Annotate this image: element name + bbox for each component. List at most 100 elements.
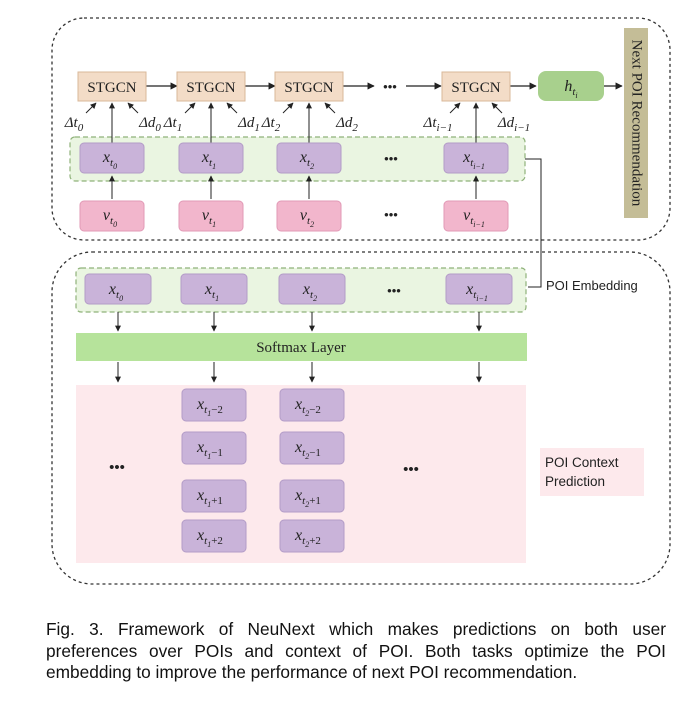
poi-input-label-2: vt2 — [300, 207, 314, 229]
context-box-1-3 — [279, 519, 345, 553]
bottom-embedding-label-0: xt0 — [108, 281, 123, 303]
top-embedding-box-2 — [276, 142, 342, 174]
top-embedding-label-2-base: x — [299, 149, 307, 166]
context-left-ellipsis: ••• — [109, 459, 125, 476]
context-label-1-0-base: x — [294, 396, 302, 413]
context-label-1-3-base: x — [294, 527, 302, 544]
poi-input-box-0 — [79, 200, 145, 232]
dist-label-2-sub: 2 — [352, 122, 358, 134]
bottom-embedding-node-2: xt2 — [278, 273, 346, 383]
dist-label-2-base: Δd — [335, 115, 353, 131]
stgcn-box-2 — [274, 71, 344, 102]
poi-input-label-0-base: v — [103, 207, 111, 224]
poi-input-label-0-sub: t — [110, 215, 114, 227]
bottom-embedding-node-3: xti−1 — [445, 273, 513, 383]
poi-input-node-0: vt0 — [79, 200, 145, 232]
dist-label-3-base: Δd — [497, 115, 515, 131]
top-embedding-label-3-sub: t — [470, 157, 474, 169]
bottom-embedding-label-3-sub: t — [473, 289, 477, 301]
context-box-1-1 — [279, 431, 345, 465]
bottom-embedding-label-1-base: x — [204, 281, 212, 298]
top-embedding-label-0: xt0 — [102, 149, 117, 171]
stgcn-label-0: STGCN — [87, 80, 136, 96]
softmax-layer — [76, 333, 527, 361]
bottom-embedding-label-2: xt2 — [302, 281, 317, 303]
stgcn-box-3 — [441, 71, 511, 102]
bottom-embedding-label-2-base: x — [302, 281, 310, 298]
bottom-embedding-label-3-subsub: i−1 — [476, 294, 488, 303]
bottom-embedding-label-1-subsub: 1 — [215, 294, 219, 303]
context-label-0-2-base: x — [196, 487, 204, 504]
top-embedding-box-1 — [178, 142, 244, 174]
context-label-1-2-base: x — [294, 487, 302, 504]
time-label-0-sub: 0 — [78, 122, 84, 134]
dist-label-1: Δd1 — [237, 115, 260, 134]
poi-input-label-1: vt1 — [202, 207, 216, 229]
context-label-0-3-base: x — [196, 527, 204, 544]
bottom-embedding-label-1: xt1 — [204, 281, 219, 303]
context-label-1-3-sub: t — [302, 535, 306, 547]
time-label-2: Δt2 — [261, 115, 281, 134]
dist-arrow-0 — [127, 102, 139, 114]
context-prediction-label-line-1: POI Context — [545, 455, 619, 470]
top-embedding-node-2: xt2 — [276, 142, 342, 199]
context-node-1-1: xt2−1 — [279, 431, 345, 465]
top-embedding-label-3-base: x — [462, 149, 470, 166]
context-prediction-label-line-2: Prediction — [545, 474, 605, 489]
bottom-embedding-box-0 — [84, 273, 152, 305]
context-right-ellipsis: ••• — [403, 461, 419, 478]
context-node-0-3: xt1+2 — [181, 519, 247, 553]
bottom-embedding-box-2 — [278, 273, 346, 305]
context-label-0-2-subsub: 1 — [207, 500, 211, 509]
context-label-1-1: xt2−1 — [294, 439, 321, 461]
top-embedding-label-0-sub: t — [110, 157, 114, 169]
time-arrow-3 — [449, 102, 461, 114]
stgcn-chain-ellipsis: ••• — [383, 79, 397, 94]
context-label-0-3-suffix: +2 — [211, 535, 223, 547]
context-module-container — [51, 251, 671, 585]
dist-label-3-sub: i−1 — [514, 122, 530, 134]
context-label-0-0-sub: t — [204, 404, 208, 416]
context-label-0-1-subsub: 1 — [207, 452, 211, 461]
context-label-0-1-base: x — [196, 439, 204, 456]
context-label-1-0: xt2−2 — [294, 396, 321, 418]
context-box-1-2 — [279, 479, 345, 513]
top-embedding-box-3 — [443, 142, 509, 174]
poi-input-node-2: vt2 — [276, 200, 342, 232]
context-label-1-1-subsub: 2 — [305, 452, 309, 461]
context-node-1-2: xt2+1 — [279, 479, 345, 513]
bottom-embedding-label-0-base: x — [108, 281, 116, 298]
time-label-2-base: Δt — [261, 115, 276, 131]
top-embedding-node-0: xt0 — [79, 142, 145, 199]
time-arrow-2 — [282, 102, 294, 114]
context-label-0-2-sub: t — [204, 495, 208, 507]
dist-label-1-base: Δd — [237, 115, 255, 131]
poi-input-label-1-subsub: 1 — [212, 220, 216, 229]
context-label-1-2-sub: t — [302, 495, 306, 507]
context-label-0-0-suffix: −2 — [211, 404, 223, 416]
context-label-1-2-suffix: +1 — [309, 495, 321, 507]
poi-input-label-1-sub: t — [209, 215, 213, 227]
top-embedding-label-1-base: x — [201, 149, 209, 166]
poi-input-node-3: vti−1 — [443, 200, 509, 232]
context-node-0-1: xt1−1 — [181, 431, 247, 465]
poi-input-label-3-subsub: i−1 — [473, 220, 485, 229]
top-embedding-label-3: xti−1 — [462, 149, 485, 171]
time-label-1: Δt1 — [163, 115, 182, 134]
top-embedding-label-1-subsub: 1 — [212, 162, 216, 171]
stgcn-label-3: STGCN — [451, 80, 500, 96]
time-label-3-base: Δt — [423, 115, 438, 131]
context-label-1-3-suffix: +2 — [309, 535, 321, 547]
context-label-1-2-subsub: 2 — [305, 500, 309, 509]
hidden-state-label: hti — [564, 78, 577, 100]
context-prediction-label: POI Context Prediction — [545, 455, 622, 489]
poi-input-node-1: vt1 — [178, 200, 244, 232]
stgcn-label-1: STGCN — [186, 80, 235, 96]
